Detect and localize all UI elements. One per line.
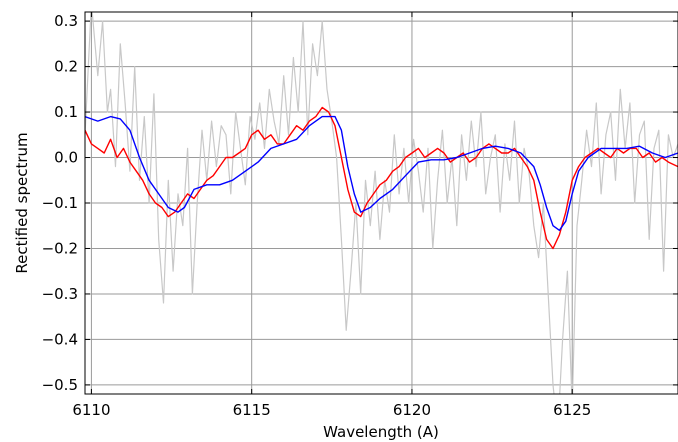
y-tick-label: 0.1 — [54, 103, 78, 121]
y-tick-label: −0.1 — [42, 194, 78, 212]
y-tick-label: 0.2 — [54, 58, 78, 76]
y-tick-label: −0.2 — [42, 239, 78, 257]
y-tick-label: −0.4 — [42, 330, 78, 348]
tick-marks — [85, 12, 678, 394]
y-axis-label: Rectified spectrum — [13, 132, 31, 273]
y-tick-label: 0.3 — [54, 12, 78, 30]
tick-labels: 6110 6115 6120 6125 0.3 0.2 0.1 0.0 −0.1 −0.2 −0.3… — [42, 12, 592, 419]
x-axis-label: Wavelength (A) — [323, 423, 439, 441]
y-tick-label: −0.3 — [42, 285, 78, 303]
smoothed-spectrum-line — [85, 106, 678, 250]
model-spectrum-line — [85, 115, 678, 232]
y-tick-label: 0.0 — [54, 149, 78, 167]
x-tick-label: 6125 — [553, 401, 591, 419]
series-layer — [85, 12, 678, 394]
y-tick-label: −0.5 — [42, 376, 78, 394]
x-tick-label: 6120 — [393, 401, 431, 419]
x-tick-label: 6115 — [233, 401, 271, 419]
x-tick-label: 6110 — [72, 401, 110, 419]
observed-spectrum-line — [85, 12, 678, 394]
